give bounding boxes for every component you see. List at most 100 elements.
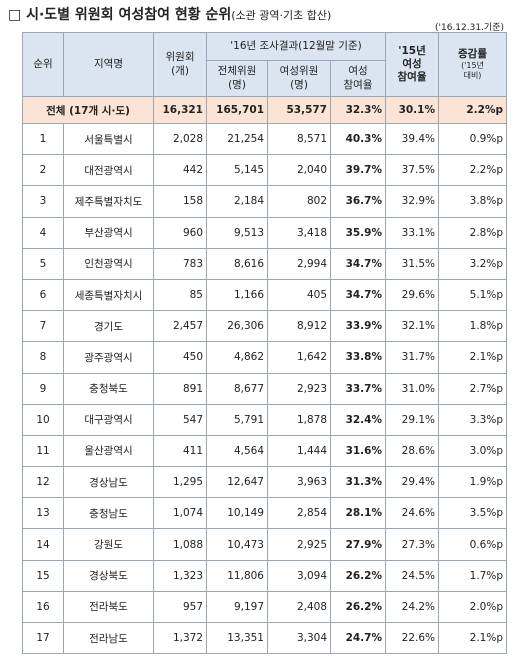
cell: 0.6%p <box>438 528 507 561</box>
cell: 4 <box>22 216 64 249</box>
cell: 26,306 <box>206 310 268 343</box>
cell: 24.2% <box>385 590 439 624</box>
cell: 31.5% <box>385 247 439 280</box>
cell: 158 <box>153 185 207 218</box>
cell: 29.1% <box>385 403 439 436</box>
cell: 411 <box>153 434 207 468</box>
date: ('16.12.31.기준) <box>435 23 504 33</box>
cell: 1.8%p <box>438 310 507 343</box>
cell: 10 <box>22 403 64 436</box>
data-row: 2 대전광역시 442 5,145 2,040 39.7% 37.5% 2.2%p <box>22 154 507 187</box>
subtitle: (소관 광역·기초 합산) <box>231 9 332 22</box>
cell: 957 <box>153 590 207 624</box>
data-row: 7 경기도 2,457 26,306 8,912 33.9% 32.1% 1.8%p <box>22 310 507 343</box>
cell: 33.7% <box>330 372 386 405</box>
cell: 2,925 <box>267 528 331 561</box>
cell: 1,878 <box>267 403 331 436</box>
cell: 53,577 <box>267 96 331 124</box>
header-note: ('15년 대비) <box>461 61 484 81</box>
title-text: □ 시·도별 위원회 여성참여 현황 순위 <box>8 7 232 23</box>
cell: 11,806 <box>206 559 268 592</box>
cell: 21,254 <box>206 122 268 156</box>
cell: 3 <box>22 185 64 218</box>
cell: 2,923 <box>267 372 331 405</box>
cell: 2,994 <box>267 247 331 280</box>
cell: 34.7% <box>330 247 386 280</box>
cell: 4,862 <box>206 341 268 374</box>
cell: 24.7% <box>330 621 386 655</box>
cell: 6 <box>22 278 64 312</box>
header-cell: 증감률 ('15년 대비) <box>438 32 507 97</box>
cell: 7 <box>22 310 64 343</box>
cell: 9,513 <box>206 216 268 249</box>
cell: 제주특별자치도 <box>63 185 154 218</box>
cell: 165,701 <box>206 96 268 124</box>
cell: 9,197 <box>206 590 268 624</box>
cell: 2.0%p <box>438 590 507 624</box>
cell: 802 <box>267 185 331 218</box>
cell: 5,791 <box>206 403 268 436</box>
cell: 8,571 <box>267 122 331 156</box>
cell: 0.9%p <box>438 122 507 156</box>
cell: 442 <box>153 154 207 187</box>
cell: 2.2%p <box>438 96 507 124</box>
cell: 경상북도 <box>63 559 154 592</box>
cell: 강원도 <box>63 528 154 561</box>
cell: 34.7% <box>330 278 386 312</box>
cell: 1,372 <box>153 621 207 655</box>
cell: 33.8% <box>330 341 386 374</box>
cell: 2.2%p <box>438 154 507 187</box>
cell: 1.7%p <box>438 559 507 592</box>
cell: 대구광역시 <box>63 403 154 436</box>
cell: 울산광역시 <box>63 434 154 468</box>
cell: 28.6% <box>385 434 439 468</box>
cell: 서울특별시 <box>63 122 154 156</box>
data-row: 12 경상남도 1,295 12,647 3,963 31.3% 29.4% 1.9%p <box>22 466 507 499</box>
header-cell: 여성 참여율 <box>330 60 386 97</box>
header-cell: '15년 여성 참여율 <box>385 32 439 97</box>
data-row: 4 부산광역시 960 9,513 3,418 35.9% 33.1% 2.8%p <box>22 216 507 249</box>
data-row: 17 전라남도 1,372 13,351 3,304 24.7% 22.6% 2.1%p <box>22 621 507 655</box>
cell: 31.0% <box>385 372 439 405</box>
cell: 2.1%p <box>438 621 507 655</box>
cell: 1,166 <box>206 278 268 312</box>
cell: 31.7% <box>385 341 439 374</box>
cell: 37.5% <box>385 154 439 187</box>
cell: 9 <box>22 372 64 405</box>
cell: 8,616 <box>206 247 268 280</box>
cell: 28.1% <box>330 497 386 530</box>
cell: 39.7% <box>330 154 386 187</box>
cell: 15 <box>22 559 64 592</box>
cell: 2,854 <box>267 497 331 530</box>
cell: 85 <box>153 278 207 312</box>
cell: 22.6% <box>385 621 439 655</box>
cell: 전라남도 <box>63 621 154 655</box>
cell: 2 <box>22 154 64 187</box>
cell: 충청남도 <box>63 497 154 530</box>
cell: 31.6% <box>330 434 386 468</box>
cell: 13,351 <box>206 621 268 655</box>
data-row: 15 경상북도 1,323 11,806 3,094 26.2% 24.5% 1.7%p <box>22 559 507 592</box>
cell: 891 <box>153 372 207 405</box>
cell: 547 <box>153 403 207 436</box>
data-row: 1 서울특별시 2,028 21,254 8,571 40.3% 39.4% 0.9%p <box>22 122 507 156</box>
cell: 36.7% <box>330 185 386 218</box>
cell: 충청북도 <box>63 372 154 405</box>
cell: 10,473 <box>206 528 268 561</box>
cell: 30.1% <box>385 96 439 124</box>
cell: 450 <box>153 341 207 374</box>
cell: 5.1%p <box>438 278 507 312</box>
cell: 32.1% <box>385 310 439 343</box>
table: 순위 지역명 위원회 (개) '16년 조사결과(12월말 기준) '15년 여… <box>22 32 507 655</box>
header-cell: 여성위원 (명) <box>267 60 331 97</box>
cell: 1,444 <box>267 434 331 468</box>
cell: 32.4% <box>330 403 386 436</box>
data-row: 16 전라북도 957 9,197 2,408 26.2% 24.2% 2.0%p <box>22 590 507 624</box>
cell: 33.9% <box>330 310 386 343</box>
cell: 29.6% <box>385 278 439 312</box>
cell: 12,647 <box>206 466 268 499</box>
cell: 1,074 <box>153 497 207 530</box>
header-cell: 순위 <box>22 32 64 97</box>
cell: 8,912 <box>267 310 331 343</box>
